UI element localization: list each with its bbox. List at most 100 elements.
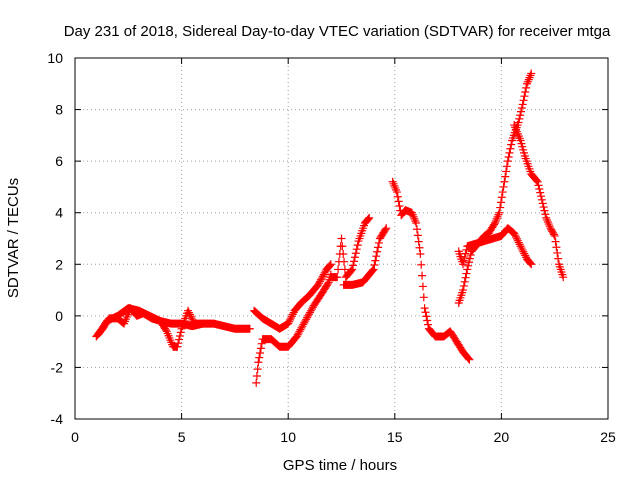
data-point (490, 220, 499, 229)
data-point (173, 342, 182, 351)
data-point (496, 203, 505, 212)
data-point (292, 332, 301, 341)
data-point (460, 277, 469, 286)
data-point (420, 304, 429, 313)
data-point (418, 282, 427, 291)
data-point (255, 353, 264, 362)
data-point (499, 182, 508, 191)
data-point (537, 192, 546, 201)
data-point (409, 212, 418, 221)
series-sdtvar-10 (510, 121, 568, 282)
data-point (391, 183, 400, 192)
data-point (294, 329, 303, 338)
data-point (495, 208, 504, 217)
data-point (304, 311, 313, 320)
data-point (516, 242, 525, 251)
data-point (519, 96, 528, 105)
x-axis-label: GPS time / hours (283, 457, 397, 474)
data-point (461, 249, 470, 258)
data-point (347, 266, 356, 275)
data-point (493, 212, 502, 221)
data-point (517, 107, 526, 116)
axis-ticks: 0 5 10 15 20 25 -4 -2 0 2 4 6 8 10 (47, 50, 616, 445)
data-point (340, 265, 349, 274)
data-point (416, 249, 425, 258)
data-point (390, 181, 399, 190)
data-point (252, 372, 261, 381)
data-point (298, 322, 307, 331)
data-point (464, 354, 473, 363)
data-point (339, 249, 348, 258)
data-point (418, 271, 427, 280)
y-tick-label: 8 (55, 102, 63, 118)
data-point (314, 280, 323, 289)
series-sdtvar-7 (388, 177, 474, 364)
data-point (295, 327, 304, 336)
data-point (521, 88, 530, 97)
data-point (297, 323, 306, 332)
data-point (305, 308, 314, 317)
data-point (422, 312, 431, 321)
data-point (541, 210, 550, 219)
data-point (459, 286, 468, 295)
y-tick-label: -4 (51, 411, 64, 427)
data-point (559, 273, 568, 282)
data-point (350, 253, 359, 262)
data-point (373, 247, 382, 256)
data-point (395, 202, 404, 211)
data-point (293, 330, 302, 339)
data-point (285, 317, 294, 326)
data-point (407, 208, 416, 217)
series-sdtvar-6 (339, 224, 391, 289)
data-point (506, 144, 515, 153)
y-tick-label: 0 (55, 308, 63, 324)
data-point (253, 365, 262, 374)
data-point (465, 254, 474, 263)
y-tick-label: 4 (55, 205, 63, 221)
data-point (348, 265, 357, 274)
data-point (465, 355, 474, 364)
data-point (185, 310, 194, 319)
data-point (459, 281, 468, 290)
data-point (424, 320, 433, 329)
data-point (349, 257, 358, 266)
data-point (517, 104, 526, 113)
data-point (492, 214, 501, 223)
data-point (527, 260, 536, 269)
x-tick-label: 25 (600, 429, 616, 445)
data-point (521, 251, 530, 260)
data-point (175, 331, 184, 340)
y-tick-label: -2 (51, 359, 64, 375)
data-point (512, 233, 521, 242)
data-point (505, 148, 514, 157)
chart-title: Day 231 of 2018, Sidereal Day-to-day VTE… (64, 23, 611, 40)
data-point (500, 177, 509, 186)
data-point (524, 75, 533, 84)
data-point (464, 261, 473, 270)
data-point (526, 259, 535, 268)
data-point (284, 319, 293, 328)
data-point (464, 258, 473, 267)
data-point (319, 270, 328, 279)
data-point (534, 181, 543, 190)
data-point (538, 199, 547, 208)
data-point (352, 245, 361, 254)
x-tick-label: 5 (178, 429, 186, 445)
data-point (543, 217, 552, 226)
data-point (374, 243, 383, 252)
data-point (526, 71, 535, 80)
data-point (364, 214, 373, 223)
data-point (419, 293, 428, 302)
data-point (523, 77, 532, 86)
data-point (525, 258, 534, 267)
data-point (393, 192, 402, 201)
data-point (542, 213, 551, 222)
data-point (515, 114, 524, 123)
data-point (323, 279, 332, 288)
data-point (368, 266, 377, 275)
data-point (254, 358, 263, 367)
data-point (413, 231, 422, 240)
data-point (491, 219, 500, 228)
